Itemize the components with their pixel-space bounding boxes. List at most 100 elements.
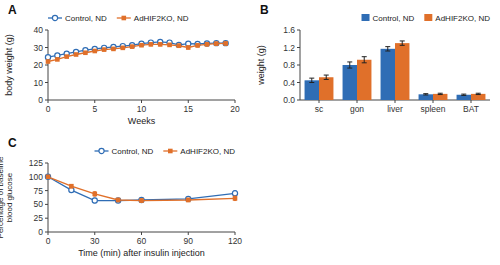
legend-label: AdHIF2KO, ND bbox=[435, 14, 490, 23]
error-bar bbox=[140, 199, 143, 202]
y-tick-label: 25 bbox=[34, 213, 44, 223]
x-tick-label: 60 bbox=[137, 236, 147, 246]
panel-title: A bbox=[8, 3, 17, 17]
error-bar bbox=[309, 78, 314, 82]
error-bar bbox=[196, 44, 199, 47]
y-tick-label: 20 bbox=[34, 60, 44, 70]
error-bar bbox=[177, 44, 180, 47]
x-tick-label: 120 bbox=[228, 236, 242, 246]
category-label: sc bbox=[315, 104, 324, 114]
category-label: spleen bbox=[420, 104, 445, 114]
legend-label: Control, ND bbox=[65, 14, 107, 23]
legend-item: Control, ND bbox=[362, 14, 415, 23]
error-cap bbox=[476, 93, 481, 94]
y-axis-line bbox=[48, 30, 49, 100]
error-bar bbox=[215, 42, 218, 45]
panel: 02550751001250306090120Time (min) after … bbox=[0, 136, 242, 258]
y-axis-label-line: body weight (g) bbox=[4, 34, 14, 96]
legend-label: Control, ND bbox=[373, 14, 415, 23]
point bbox=[158, 42, 163, 47]
bar bbox=[471, 94, 485, 100]
error-cap bbox=[309, 78, 314, 79]
point bbox=[45, 174, 50, 179]
y-tick-label: 0.8 bbox=[283, 60, 295, 70]
error-cap bbox=[461, 94, 466, 95]
error-bar bbox=[93, 192, 96, 196]
series-line bbox=[48, 43, 226, 61]
y-axis-label-line: blood glucose bbox=[5, 172, 14, 222]
legend-item: Control, ND bbox=[95, 147, 154, 156]
point bbox=[214, 41, 219, 46]
y-axis-line bbox=[300, 30, 301, 100]
point bbox=[116, 198, 121, 203]
legend-marker bbox=[168, 149, 173, 154]
y-tick-label: 75 bbox=[34, 186, 44, 196]
y-tick-label: 30 bbox=[34, 43, 44, 53]
point bbox=[64, 54, 69, 59]
x-axis-label: Weeks bbox=[128, 116, 156, 126]
error-stem bbox=[387, 47, 388, 51]
point bbox=[223, 41, 228, 46]
point bbox=[111, 47, 116, 52]
error-cap bbox=[324, 75, 329, 76]
bar bbox=[395, 43, 409, 100]
y-axis-line bbox=[48, 163, 49, 232]
point bbox=[46, 59, 51, 64]
error-cap bbox=[385, 46, 390, 47]
point bbox=[45, 55, 50, 60]
bar bbox=[419, 94, 433, 100]
error-bar bbox=[423, 94, 428, 95]
bar bbox=[357, 60, 371, 100]
error-bar bbox=[324, 75, 329, 79]
x-tick-label: 0 bbox=[46, 104, 51, 114]
error-bar bbox=[187, 198, 190, 201]
error-bar bbox=[224, 42, 227, 45]
error-cap bbox=[438, 93, 443, 94]
figure: 01020304005101520Weeksbody weight (g)ACo… bbox=[0, 0, 500, 265]
error-bar bbox=[187, 46, 190, 49]
legend: Control, ND AdHIF2KO, ND bbox=[362, 14, 491, 23]
point bbox=[92, 49, 97, 54]
x-tick-label: 90 bbox=[184, 236, 194, 246]
point bbox=[186, 45, 191, 50]
error-cap bbox=[400, 40, 405, 41]
category-label: liver bbox=[387, 104, 403, 114]
y-tick-label: 1.6 bbox=[283, 25, 295, 35]
x-axis-line bbox=[48, 100, 235, 101]
point bbox=[167, 43, 172, 48]
error-cap bbox=[347, 68, 352, 69]
error-stem bbox=[402, 41, 403, 45]
error-cap bbox=[423, 93, 428, 94]
x-tick-label: 0 bbox=[46, 236, 51, 246]
legend-item: AdHIF2KO, ND bbox=[424, 14, 490, 23]
error-stem bbox=[364, 57, 365, 63]
error-bar bbox=[438, 93, 443, 94]
error-cap bbox=[309, 82, 314, 83]
panel: 0.00.40.81.21.6scgonliverspleenBATweight… bbox=[256, 3, 490, 114]
error-bar bbox=[461, 94, 466, 95]
error-bar bbox=[385, 47, 390, 51]
y-tick-label: 40 bbox=[34, 25, 44, 35]
error-stem bbox=[326, 75, 327, 79]
point bbox=[204, 41, 209, 46]
error-cap bbox=[461, 95, 466, 96]
point bbox=[102, 47, 107, 52]
legend-label: AdHIF2KO, ND bbox=[134, 14, 189, 23]
bar bbox=[305, 80, 319, 100]
legend-swatch bbox=[424, 14, 432, 21]
y-tick-label: 0.0 bbox=[283, 95, 295, 105]
y-axis-label-line: weight (g) bbox=[256, 45, 266, 86]
error-cap bbox=[324, 79, 329, 80]
legend-item: AdHIF2KO, ND bbox=[117, 14, 189, 23]
category-label: BAT bbox=[463, 104, 479, 114]
x-tick-label: 10 bbox=[137, 104, 147, 114]
legend-marker bbox=[52, 15, 57, 20]
x-axis-line bbox=[48, 232, 235, 233]
x-tick-label: 15 bbox=[184, 104, 194, 114]
bar bbox=[433, 94, 447, 100]
bar bbox=[343, 65, 357, 100]
point bbox=[92, 198, 97, 203]
marks bbox=[45, 39, 228, 63]
x-tick-label: 5 bbox=[92, 104, 97, 114]
error-cap bbox=[347, 61, 352, 62]
